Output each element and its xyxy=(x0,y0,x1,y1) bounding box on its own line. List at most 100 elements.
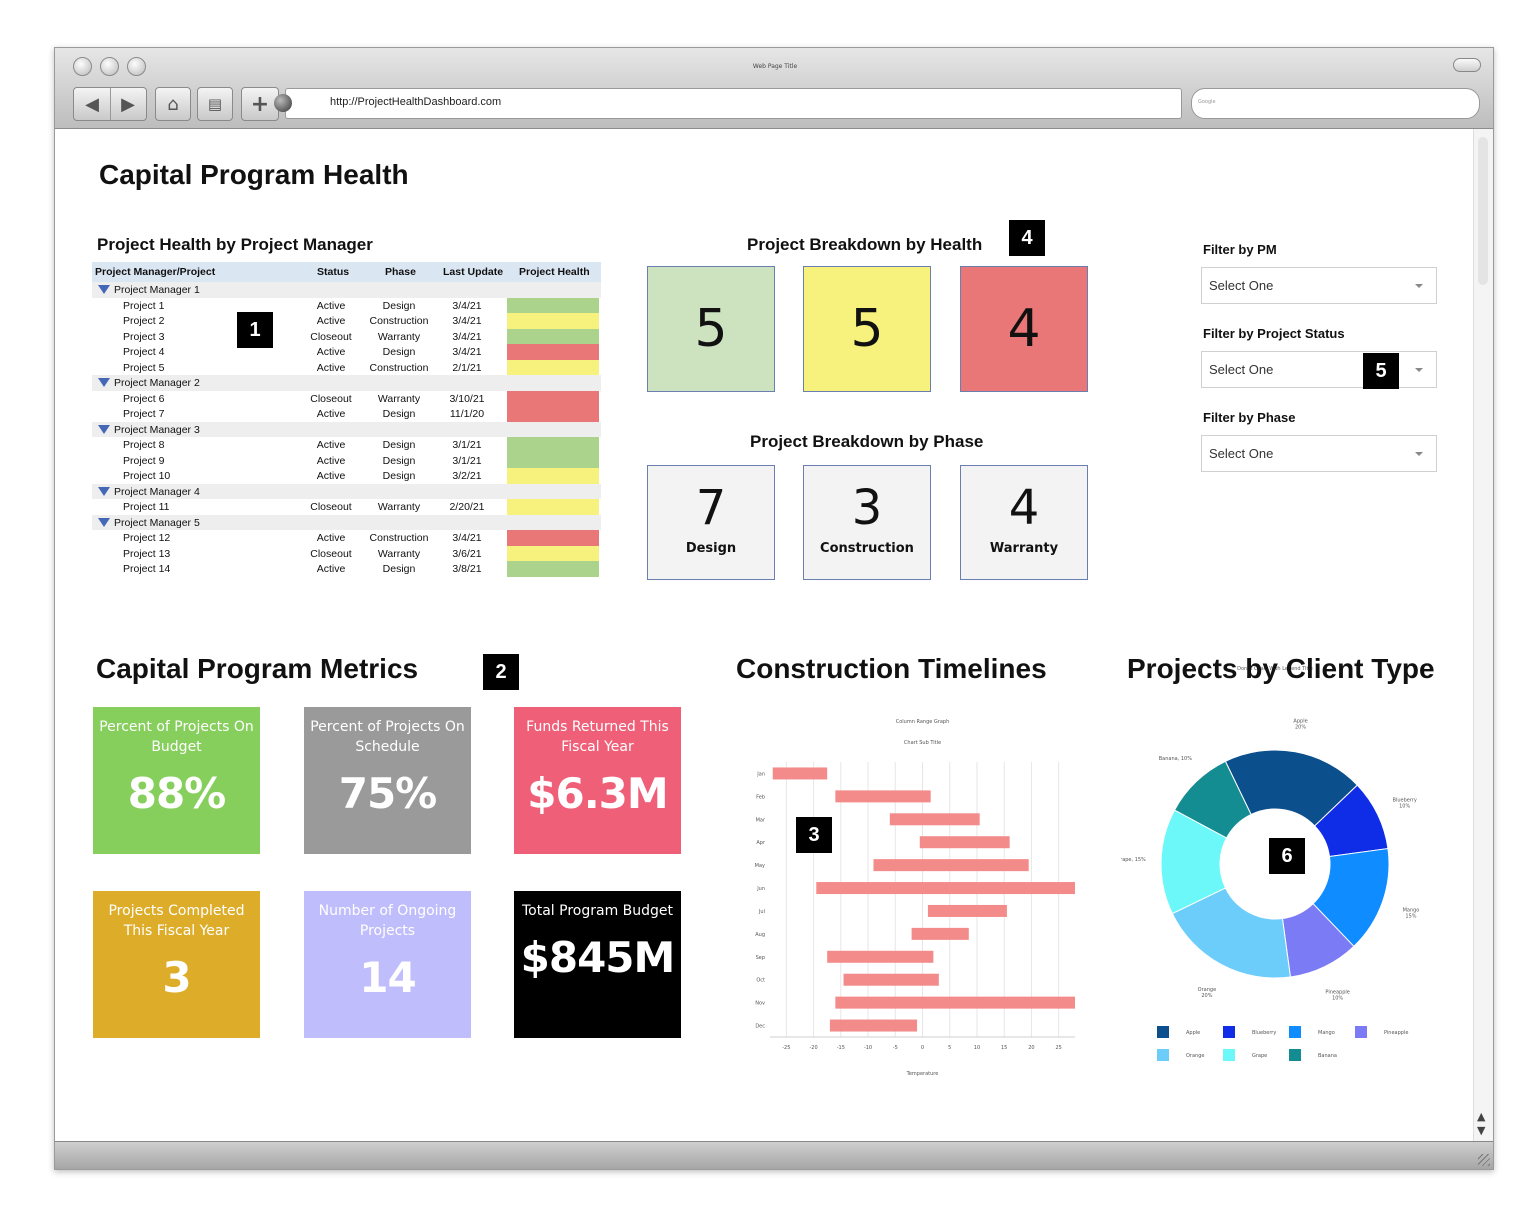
forward-button[interactable]: ▶ xyxy=(110,88,146,120)
health-tile-yellow[interactable]: 5 xyxy=(803,266,931,392)
expand-triangle-icon[interactable] xyxy=(98,486,110,496)
y-tick-label: Apr xyxy=(756,840,766,846)
table-row[interactable]: Project 7 Active Design 11/1/20 xyxy=(92,406,601,422)
chart-title: Column Range Graph xyxy=(896,719,950,725)
table-row[interactable]: Project 5 Active Construction 2/1/21 xyxy=(92,359,601,375)
construction-timeline-chart: Column Range Graph Chart Sub Title -25 -20 -… xyxy=(755,719,1075,1077)
project-health-cell xyxy=(507,530,599,546)
resize-grip-icon[interactable] xyxy=(1478,1154,1490,1166)
metric-tile-on-schedule[interactable]: Percent of Projects On Schedule 75% xyxy=(304,707,471,854)
y-tick-label: Jul xyxy=(758,909,765,915)
phase-count: 7 xyxy=(695,480,727,536)
manager-name: Project Manager 3 xyxy=(114,423,200,436)
filter-status-label: Filter by Project Status xyxy=(1203,326,1345,341)
slice-label: Apple 20% xyxy=(1293,718,1307,730)
phase-tile-construction[interactable]: 3 Construction xyxy=(803,465,931,580)
y-tick-label: Oct xyxy=(756,978,765,984)
project-health-cell xyxy=(507,499,599,515)
table-row[interactable]: Project 1 Active Design 3/4/21 xyxy=(92,297,601,313)
manager-group-row[interactable]: Project Manager 5 xyxy=(92,514,601,530)
project-last-update: 3/10/21 xyxy=(449,392,485,405)
minimize-window-button[interactable] xyxy=(100,57,119,76)
table-row[interactable]: Project 8 Active Design 3/1/21 xyxy=(92,437,601,453)
expand-triangle-icon[interactable] xyxy=(98,285,110,294)
phase-count: 4 xyxy=(1008,480,1040,536)
range-bar xyxy=(816,882,1075,895)
metric-value: $6.3M xyxy=(527,769,668,818)
expand-triangle-icon[interactable] xyxy=(98,517,110,527)
table-row[interactable]: Project 10 Active Design 3/2/21 xyxy=(92,468,601,484)
annotation-badge: 6 xyxy=(1269,838,1305,874)
expand-triangle-icon[interactable] xyxy=(98,424,110,434)
slice-label-line: Banana, 10% xyxy=(1159,756,1193,762)
filter-pm-select[interactable]: Select One xyxy=(1201,267,1437,304)
phase-tile-design[interactable]: 7 Design xyxy=(647,465,775,580)
home-button[interactable]: ⌂ xyxy=(155,87,191,121)
project-last-update: 3/1/21 xyxy=(452,439,482,451)
close-window-button[interactable] xyxy=(73,57,92,76)
print-button[interactable]: ▤ xyxy=(197,87,233,121)
range-bar xyxy=(873,859,1029,872)
annotation-badge: 3 xyxy=(796,817,832,853)
table-row[interactable]: Project 6 Closeout Warranty 3/10/21 xyxy=(92,390,601,406)
scroll-down-arrow-icon[interactable]: ▼ xyxy=(1477,1124,1486,1137)
col-header-status: Status xyxy=(317,266,350,278)
table-row[interactable]: Project 9 Active Design 3/1/21 xyxy=(92,452,601,468)
table-row[interactable]: Project 14 Active Design 3/8/21 xyxy=(92,561,601,577)
metric-tile-funds-returned[interactable]: Funds Returned This Fiscal Year $6.3M xyxy=(514,707,681,854)
metric-label: Number of Ongoing Projects xyxy=(318,903,457,939)
metric-tile-ongoing-projects[interactable]: Number of Ongoing Projects 14 xyxy=(304,891,471,1038)
scroll-up-arrow-icon[interactable]: ▲ xyxy=(1477,1110,1486,1123)
col-header-last-update: Last Update xyxy=(443,266,504,278)
manager-group-row[interactable]: Project Manager 2 xyxy=(92,375,601,391)
address-bar[interactable]: http://ProjectHealthDashboard.com xyxy=(274,88,1182,119)
table-row[interactable]: Project 11 Closeout Warranty 2/20/21 xyxy=(92,499,601,515)
search-input[interactable]: Google xyxy=(1191,88,1480,119)
table-row[interactable]: Project 4 Active Design 3/4/21 xyxy=(92,344,601,360)
metric-tile-total-budget[interactable]: Total Program Budget $845M xyxy=(514,891,681,1038)
table-row[interactable]: Project 3 Closeout Warranty 3/4/21 xyxy=(92,328,601,344)
table-row[interactable]: Project 2 Active Construction 3/4/21 xyxy=(92,313,601,329)
project-name: Project 12 xyxy=(123,532,171,544)
filter-phase-select[interactable]: Select One xyxy=(1201,435,1437,472)
toolbar-toggle-button[interactable] xyxy=(1453,58,1481,72)
scrollbar-thumb[interactable] xyxy=(1478,137,1488,285)
back-button[interactable]: ◀ xyxy=(74,88,111,120)
project-phase: Construction xyxy=(369,315,429,327)
chevron-down-icon xyxy=(1415,452,1423,456)
project-last-update: 3/4/21 xyxy=(452,299,482,312)
phase-count: 3 xyxy=(851,480,883,536)
y-tick-label: Jan xyxy=(756,771,765,777)
table-row[interactable]: Project 12 Active Construction 3/4/21 xyxy=(92,530,601,546)
project-last-update: 3/4/21 xyxy=(452,330,482,343)
manager-group-row[interactable]: Project Manager 1 xyxy=(92,282,601,298)
donut-slice xyxy=(1173,760,1252,839)
range-bar xyxy=(927,904,1007,917)
health-tile-green[interactable]: 5 xyxy=(647,266,775,392)
project-table-title: Project Health by Project Manager xyxy=(97,235,373,254)
range-bar xyxy=(835,996,1075,1009)
phase-tile-warranty[interactable]: 4 Warranty xyxy=(960,465,1088,580)
filter-status-select[interactable]: Select One xyxy=(1201,351,1437,388)
metric-value: $845M xyxy=(520,933,676,982)
metric-tile-projects-completed[interactable]: Projects Completed This Fiscal Year 3 xyxy=(93,891,260,1038)
new-tab-button[interactable]: + xyxy=(241,87,279,121)
range-bar xyxy=(919,836,1010,849)
manager-group-row[interactable]: Project Manager 4 xyxy=(92,483,601,499)
x-tick-label: 20 xyxy=(1028,1045,1034,1051)
manager-group-row[interactable]: Project Manager 3 xyxy=(92,421,601,437)
project-last-update: 3/1/21 xyxy=(452,454,482,467)
vertical-scrollbar[interactable]: ▲ ▼ xyxy=(1473,129,1493,1141)
project-health-cell xyxy=(507,406,599,422)
globe-icon xyxy=(274,94,292,112)
zoom-window-button[interactable] xyxy=(127,57,146,76)
health-tile-red[interactable]: 4 xyxy=(960,266,1088,392)
table-row[interactable]: Project 13 Closeout Warranty 3/6/21 xyxy=(92,545,601,561)
legend-label: Pineapple xyxy=(1384,1030,1408,1036)
slice-label-line: Pineapple xyxy=(1325,990,1349,996)
x-tick-label: 10 xyxy=(974,1045,980,1051)
project-status: Active xyxy=(316,346,346,358)
expand-triangle-icon[interactable] xyxy=(98,378,110,387)
metric-tile-on-budget[interactable]: Percent of Projects On Budget 88% xyxy=(93,707,260,854)
